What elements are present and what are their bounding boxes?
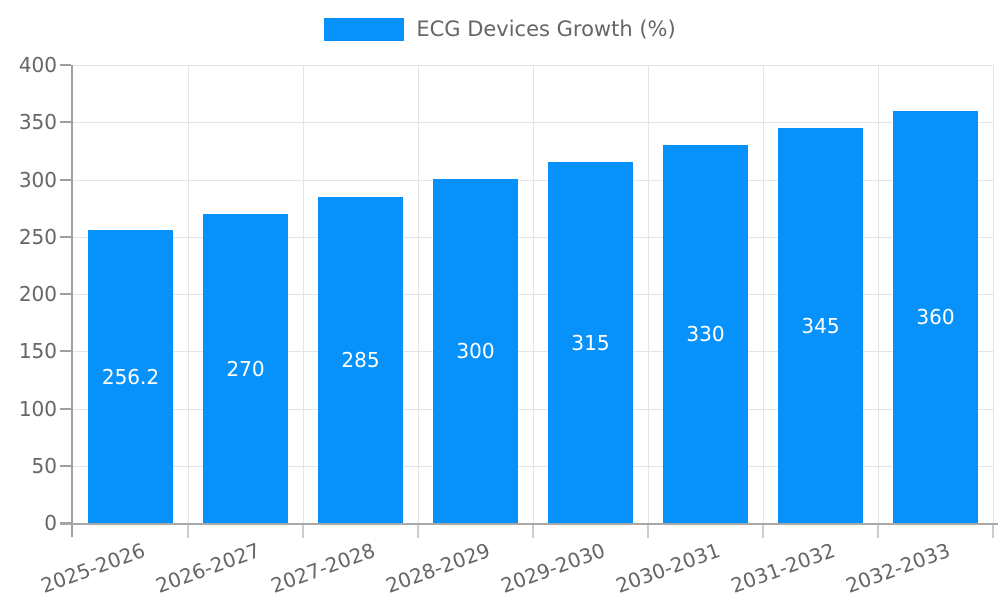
y-tick-label: 250 [18, 224, 57, 249]
x-axis-tick [417, 525, 419, 538]
x-tick-label: 2028-2029 [383, 538, 494, 598]
bar-value-label: 285 [341, 348, 380, 372]
bar: 285 [318, 197, 403, 523]
y-tick-label: 100 [18, 396, 57, 421]
x-tick-label: 2026-2027 [153, 538, 264, 598]
bar-value-label: 345 [801, 313, 840, 338]
x-axis-tick [532, 525, 534, 538]
x-gridline [763, 65, 764, 523]
y-tick-label: 50 [31, 453, 57, 478]
x-gridline [533, 65, 534, 523]
y-tick-label: 400 [18, 53, 57, 77]
x-axis-tick [647, 525, 649, 538]
x-tick-label: 2032-2033 [843, 538, 954, 598]
x-gridline [878, 65, 879, 523]
legend-label: ECG Devices Growth (%) [416, 17, 676, 41]
y-axis-line [71, 65, 73, 537]
y-axis-tick [60, 293, 71, 295]
bar-value-label: 270 [226, 356, 265, 381]
y-axis-tick [60, 64, 71, 66]
bar: 360 [893, 111, 978, 523]
bar-value-label: 360 [916, 305, 955, 329]
y-axis-tick [60, 178, 71, 181]
y-tick-label: 0 [44, 511, 57, 535]
bar: 300 [433, 179, 518, 523]
y-tick-label: 350 [18, 110, 57, 135]
x-axis-tick [992, 525, 994, 538]
y-axis-tick [60, 350, 71, 353]
bar: 256.2 [88, 230, 173, 523]
x-tick-label: 2031-2032 [728, 538, 839, 598]
y-axis-tick [60, 407, 71, 410]
bar-value-label: 315 [571, 330, 610, 355]
y-axis-tick [60, 121, 71, 124]
bar: 345 [778, 128, 863, 523]
x-gridline [418, 65, 419, 523]
bar-value-label: 256.2 [101, 364, 160, 389]
x-axis-tick [877, 525, 879, 538]
x-axis-tick [302, 525, 304, 538]
x-gridline [303, 65, 304, 523]
y-tick-label: 150 [18, 339, 57, 364]
y-tick-label: 200 [18, 282, 57, 306]
x-axis-tick [187, 525, 189, 538]
legend-item[interactable]: ECG Devices Growth (%) [0, 16, 1000, 42]
bar: 315 [548, 162, 633, 523]
bar-value-label: 300 [456, 339, 495, 363]
x-tick-label: 2029-2030 [498, 538, 609, 598]
x-tick-label: 2030-2031 [613, 538, 724, 598]
x-gridline [648, 65, 649, 523]
legend-swatch [324, 17, 405, 41]
x-gridline [188, 65, 189, 523]
x-axis-tick [762, 525, 764, 538]
bar: 330 [663, 145, 748, 523]
x-gridline [993, 65, 994, 523]
y-axis-tick [60, 464, 71, 467]
y-axis-tick [60, 235, 71, 238]
y-tick-label: 300 [18, 167, 57, 192]
x-tick-label: 2027-2028 [268, 538, 379, 598]
x-tick-label: 2025-2026 [38, 538, 149, 598]
bar: 270 [203, 214, 288, 523]
x-axis-line [60, 523, 998, 525]
plot-area: 0 50 100 150 200 250 300 350 400 256.2 270 285 300 31… [19, 53, 998, 598]
bar-value-label: 330 [686, 322, 725, 346]
